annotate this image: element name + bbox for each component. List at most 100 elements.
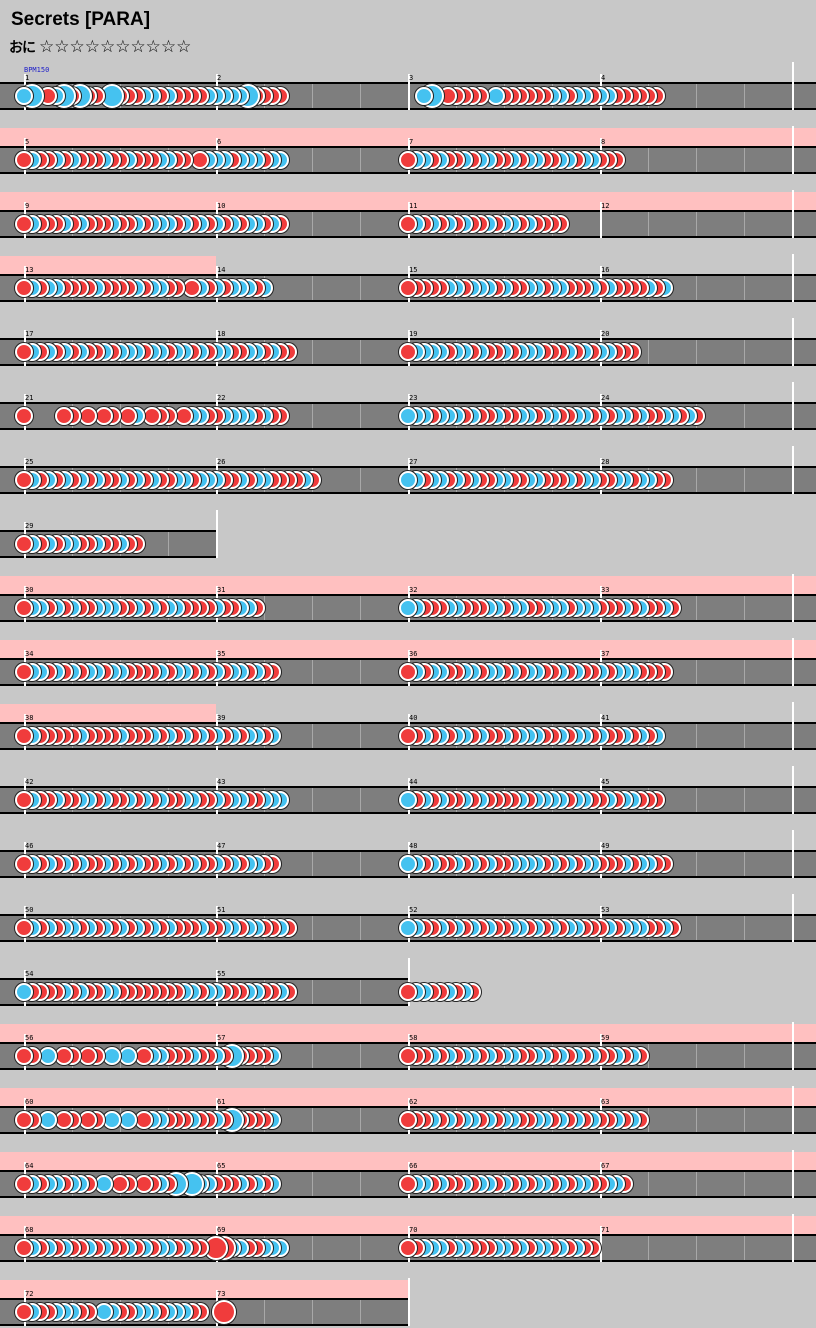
measure-number: 20 — [601, 330, 610, 338]
measure-number: 31 — [217, 586, 226, 594]
gogo-band — [408, 1024, 600, 1043]
measure-number: 1 — [25, 74, 30, 82]
measure-number: 2 — [217, 74, 222, 82]
beat-line — [360, 340, 361, 364]
barline — [792, 62, 794, 110]
beat-line — [360, 788, 361, 812]
beat-line — [696, 468, 697, 492]
gogo-band — [216, 1216, 408, 1235]
beat-line — [312, 212, 313, 236]
beat-line — [312, 852, 313, 876]
don-note — [95, 407, 113, 425]
don-note — [135, 1047, 153, 1065]
difficulty-label: おに — [9, 40, 36, 56]
measure-number: 33 — [601, 586, 610, 594]
measure-number: 73 — [217, 1290, 226, 1298]
beat-line — [360, 404, 361, 428]
barline — [792, 830, 794, 878]
beat-line — [648, 212, 649, 236]
don-note — [399, 1047, 417, 1065]
measure-number: 48 — [409, 842, 418, 850]
measure-number: 9 — [25, 202, 30, 210]
gogo-band — [216, 1024, 408, 1043]
don-note — [15, 151, 33, 169]
barline — [792, 702, 794, 750]
beat-line — [648, 1236, 649, 1260]
measure-number: 69 — [217, 1226, 226, 1234]
measure-number: 14 — [217, 266, 226, 274]
measure-number: 39 — [217, 714, 226, 722]
beat-line — [312, 1300, 313, 1324]
barline — [792, 1086, 794, 1134]
beat-line — [360, 1236, 361, 1260]
gogo-band — [600, 128, 816, 147]
gogo-band — [0, 128, 216, 147]
beat-line — [360, 660, 361, 684]
beat-line — [312, 84, 313, 108]
ka-note — [15, 983, 33, 1001]
measure-number: 68 — [25, 1226, 34, 1234]
don-note — [15, 1239, 33, 1257]
measure-number: 47 — [217, 842, 226, 850]
don-note — [399, 983, 417, 1001]
don-note — [399, 215, 417, 233]
don-note — [111, 1175, 129, 1193]
beat-line — [696, 84, 697, 108]
don-note — [15, 663, 33, 681]
don-note — [15, 1111, 33, 1129]
gogo-band — [216, 576, 408, 595]
don-note — [15, 343, 33, 361]
measure-number: 51 — [217, 906, 226, 914]
gogo-band — [408, 128, 600, 147]
measure-number: 45 — [601, 778, 610, 786]
measure-number: 54 — [25, 970, 34, 978]
beat-line — [648, 340, 649, 364]
beat-line — [696, 852, 697, 876]
don-note — [55, 407, 73, 425]
measure-number: 61 — [217, 1098, 226, 1106]
barline — [792, 1022, 794, 1070]
measure-number: 71 — [601, 1226, 610, 1234]
don-note — [15, 471, 33, 489]
measure-number: 19 — [409, 330, 418, 338]
beat-line — [360, 724, 361, 748]
beat-line — [360, 1044, 361, 1068]
beat-line — [744, 468, 745, 492]
beat-line — [360, 148, 361, 172]
gogo-band — [600, 1152, 816, 1171]
barline — [792, 190, 794, 238]
don-note — [55, 1111, 73, 1129]
beat-line — [360, 468, 361, 492]
gogo-band — [216, 1088, 408, 1107]
gogo-band — [408, 1088, 600, 1107]
ka-note — [95, 1303, 113, 1321]
ka-note — [487, 87, 505, 105]
beat-line — [312, 404, 313, 428]
gogo-band — [408, 576, 600, 595]
gogo-band — [600, 576, 816, 595]
beat-line — [744, 1108, 745, 1132]
measure-number: 4 — [601, 74, 606, 82]
measure-number: 28 — [601, 458, 610, 466]
beat-line — [312, 148, 313, 172]
don-note — [15, 1175, 33, 1193]
measure-number: 67 — [601, 1162, 610, 1170]
beat-line — [744, 788, 745, 812]
beat-line — [696, 596, 697, 620]
beat-line — [312, 1108, 313, 1132]
gogo-band — [600, 192, 816, 211]
beat-line — [744, 404, 745, 428]
don-note — [143, 407, 161, 425]
beat-line — [696, 788, 697, 812]
measure-number: 23 — [409, 394, 418, 402]
measure-number: 11 — [409, 202, 418, 210]
ka-note — [95, 1175, 113, 1193]
beat-line — [312, 276, 313, 300]
ka-note — [399, 791, 417, 809]
gogo-band — [0, 256, 216, 275]
beat-line — [696, 148, 697, 172]
beat-line — [744, 852, 745, 876]
measure-number: 26 — [217, 458, 226, 466]
don-note — [183, 279, 201, 297]
beat-line — [696, 1236, 697, 1260]
